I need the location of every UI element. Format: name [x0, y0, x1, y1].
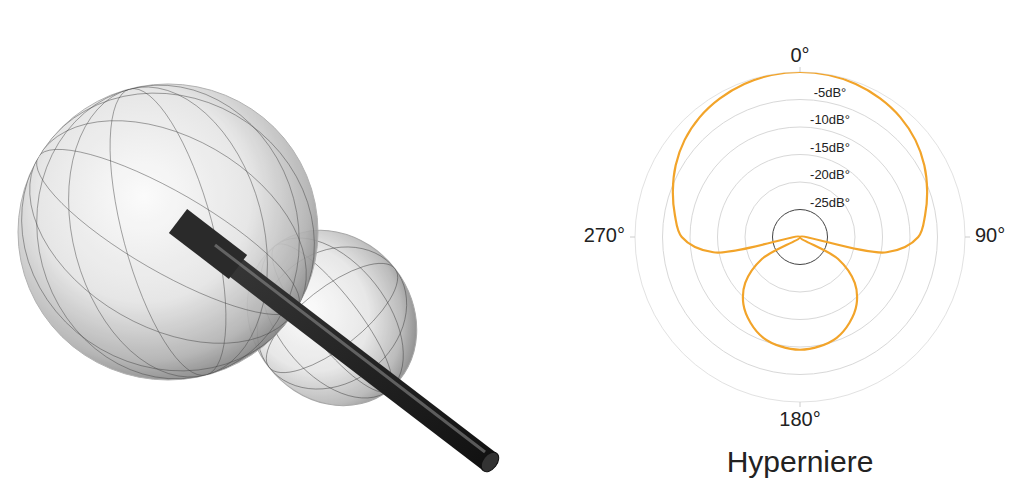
- angle-tick: [800, 67, 801, 72]
- series-group: [673, 72, 927, 350]
- front-lobe-grid: [0, 40, 365, 424]
- microphone-highlight: [215, 245, 485, 452]
- angle-tick-label: 270°: [584, 224, 625, 246]
- labels: -25dB° -20dB° -15dB° -10dB° -5dB° 0° 90° 180° 27…: [584, 44, 1006, 430]
- grid: [630, 67, 970, 407]
- grid-line: [4, 55, 332, 408]
- canvas: -25dB° -20dB° -15dB° -10dB° -5dB° 0° 90° 180° 27…: [0, 0, 1019, 489]
- angle-tick-label: 180°: [779, 408, 820, 430]
- microphone-body: [200, 240, 490, 462]
- grid-line: [0, 40, 365, 424]
- grid-line: [38, 64, 298, 399]
- microphone-end: [478, 449, 503, 475]
- pattern-line: [673, 72, 927, 350]
- grid-line: [0, 75, 345, 390]
- grid-line: [86, 77, 250, 386]
- angle-tick-label: 90°: [975, 224, 1005, 246]
- polar-frame: [635, 72, 965, 402]
- angle-tick: [630, 237, 635, 238]
- microphone-head: [178, 221, 238, 267]
- angle-tick: [965, 237, 970, 238]
- radial-tick-label: -5dB°: [814, 85, 847, 100]
- radial-tick-label: -10dB°: [810, 112, 850, 127]
- radial-tick-label: -25dB°: [810, 195, 850, 210]
- angle-tick-label: 0°: [790, 44, 809, 66]
- front-lobe: [18, 84, 318, 380]
- radial-tick-label: -15dB°: [810, 140, 850, 155]
- polar-chart: -25dB° -20dB° -15dB° -10dB° -5dB° 0° 90° 180° 27…: [584, 44, 1006, 430]
- radial-tick-label: -20dB°: [810, 167, 850, 182]
- angle-tick: [800, 402, 801, 407]
- chart-title: Hyperniere: [727, 445, 874, 478]
- plot-area: [673, 72, 927, 350]
- microphone-illustration: [0, 40, 502, 475]
